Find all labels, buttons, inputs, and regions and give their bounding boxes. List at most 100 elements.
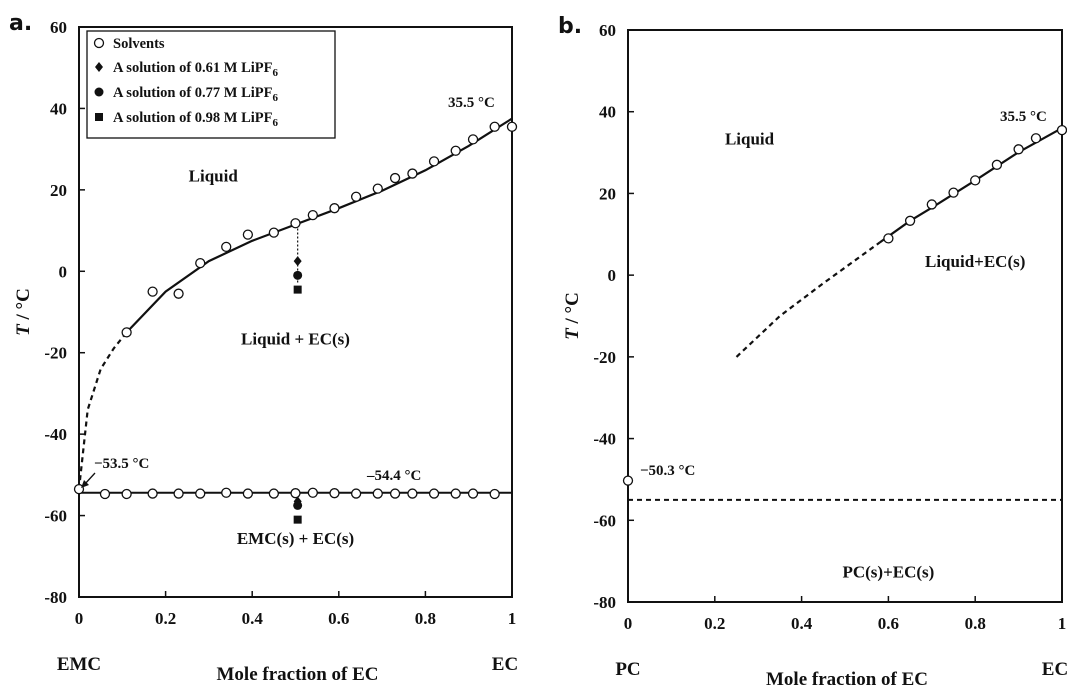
panel-b: -80 -60 -40 -20 0 20 40 60 0 0.2 0.4 0.6 0.8 1 PC EC Mol… [558,14,1067,685]
annotation-emc-melting: −53.5 °C [94,456,149,472]
annotation-max-temp: 35.5 °C [1000,109,1047,125]
data-point [489,121,500,132]
data-point [221,487,232,498]
y-axis-label: T / °C [562,292,583,340]
region-label: Liquid + EC(s) [241,330,350,349]
data-point [293,500,303,510]
y-tick-label: -80 [44,588,67,607]
data-point [372,183,383,194]
data-point [1030,133,1042,144]
data-point [467,134,479,145]
y-tick-label: -40 [44,425,67,444]
data-point [242,488,254,499]
y-tick-label: -20 [593,348,616,367]
x-end-label-left: EMC [57,654,101,675]
data-point [221,241,232,253]
data-point [290,218,301,229]
data-point [268,488,280,499]
annotation-eutectic: –54.4 °C [366,468,421,484]
data-point [173,288,184,299]
x-tick-label: 0.8 [965,614,986,633]
legend-box [86,30,336,139]
legend-entry: Solvents [113,36,165,52]
y-axis-label-symbol: T [13,323,34,336]
x-end-label-right: EC [492,654,518,675]
legend-entry: A solution of 0.98 M LiPF6 [113,110,279,129]
y-axis-label-unit: / °C [13,288,34,324]
x-tick-label: 0.6 [878,614,899,633]
x-tick-label: 0.8 [415,609,436,628]
data-point [970,175,981,186]
x-tick-label: 0 [624,614,633,633]
data-point [195,257,206,269]
data-point [293,270,303,280]
y-tick-label: 40 [599,103,616,122]
data-point [883,233,894,244]
data-point [428,488,440,499]
region-label: EMC(s) + EC(s) [237,529,354,548]
liquidus-dashed-line [77,331,128,490]
data-point [991,159,1003,170]
data-point [904,215,916,226]
data-point [1056,124,1067,136]
data-point [195,488,206,499]
y-tick-label: -40 [593,430,616,449]
x-end-label-left: PC [615,659,640,680]
legend-entry: A solution of 0.61 M LiPF6 [113,60,279,79]
data-point [121,327,132,338]
x-tick-label: 0.2 [155,609,176,628]
data-point [147,488,158,499]
data-point [450,488,461,499]
y-tick-label: 0 [59,262,68,281]
panel-label: b. [558,14,582,39]
data-point [293,285,302,294]
data-point [467,488,479,499]
legend-entry-subscript: 6 [273,67,279,79]
x-tick-label: 0.2 [704,614,725,633]
data-point [407,488,418,499]
x-tick-label: 1 [1058,614,1067,633]
y-tick-label: 0 [608,266,617,285]
legend-entry-text: A solution of 0.77 M LiPF [113,85,273,101]
annotation-pc-melting: −50.3 °C [640,463,695,479]
panel-a: -80 -60 -40 -20 0 20 40 60 0 0.2 0.4 0.6 0.8 1 EMC EC Mo… [9,11,518,685]
legend-entry-subscript: 6 [273,92,279,104]
plot-frame [78,26,513,598]
legend-marker [95,62,103,72]
data-point [307,209,318,221]
data-point [372,488,383,499]
y-tick-label: -60 [593,511,616,530]
y-axis-label-symbol: T [562,327,583,340]
y-tick-label: 20 [599,184,616,203]
region-label: Liquid [725,129,775,148]
region-label: PC(s)+EC(s) [842,562,934,581]
data-point [350,488,362,499]
x-tick-label: 0.6 [328,609,349,628]
data-point [407,168,418,179]
data-point [389,172,401,184]
legend-marker [94,87,104,97]
y-axis-label-unit: / °C [562,292,583,328]
y-axis-label: T / °C [13,288,34,336]
data-point [329,203,340,214]
legend-marker [93,37,105,49]
data-point [428,156,440,167]
data-point [506,121,518,132]
data-point [293,515,302,524]
liquidus-dashed-line [735,241,881,358]
x-tick-label: 0 [75,609,84,628]
y-tick-label: -20 [44,344,67,363]
y-tick-label: 60 [50,18,67,37]
plot-frame [627,29,1063,603]
liquidus-fit-line [879,127,1063,244]
legend-entry-text: A solution of 0.98 M LiPF [113,110,273,126]
legend-entry-subscript: 6 [273,117,279,129]
data-point [489,488,500,500]
panel-label: a. [9,11,32,36]
y-tick-label: 20 [50,181,67,200]
data-point [147,286,158,297]
data-point [99,488,111,500]
data-point [290,488,301,499]
arrow-head [81,480,89,488]
y-tick-label: -60 [44,507,67,526]
